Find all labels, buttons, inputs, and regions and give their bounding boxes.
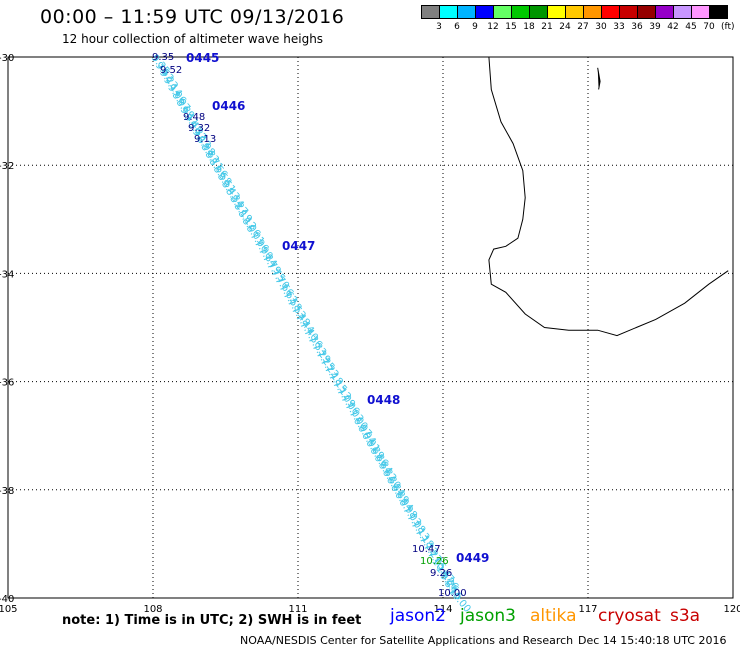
note-text: note: 1) Time is in UTC; 2) SWH is in fe… (62, 613, 362, 628)
y-tick-label: -40 (0, 594, 14, 605)
legend-unit: (ft) (721, 22, 735, 32)
legend-swatch (709, 5, 728, 19)
legend-label: 12 (487, 22, 499, 32)
time-label: 0448 (367, 393, 400, 407)
legend-label: 36 (631, 22, 643, 32)
sat-jason2: jason2 (390, 606, 446, 626)
labeled-point: 10.47 (412, 544, 441, 555)
time-label: 0445 (186, 51, 219, 65)
australia-coastline (488, 56, 729, 337)
y-tick-label: -34 (0, 269, 14, 280)
legend-label: 15 (505, 22, 517, 32)
legend-label: 27 (577, 22, 589, 32)
legend-label: 42 (667, 22, 679, 32)
y-tick-label: -38 (0, 486, 14, 497)
sat-s3a: s3a (670, 606, 701, 626)
legend-label: 18 (523, 22, 535, 32)
credit-text: NOAA/NESDIS Center for Satellite Applica… (240, 634, 574, 647)
y-tick-label: -32 (0, 161, 14, 172)
labeled-point: 9.13 (194, 134, 216, 145)
island-path (597, 67, 601, 90)
map-subtitle: 12 hour collection of altimeter wave hei… (62, 32, 324, 46)
time-label: 0447 (282, 239, 315, 253)
y-tick-label: -36 (0, 378, 14, 389)
legend-label: 3 (436, 22, 442, 32)
timestamp-text: Dec 14 15:40:18 UTC 2016 (578, 634, 727, 647)
map-title: 00:00 – 11:59 UTC 09/13/2016 (40, 6, 345, 28)
x-tick-label: 120 (723, 604, 740, 615)
legend-label: 6 (454, 22, 460, 32)
x-tick-label: 114 (433, 604, 452, 615)
map-frame (7, 56, 734, 599)
labeled-point: 9.26 (430, 568, 452, 579)
labeled-point: 10.26 (420, 556, 449, 567)
coastline-path (488, 56, 729, 337)
color-legend: 3 6 9 12 15 18 21 24 27 30 33 36 39 42 45 70 (ft) (421, 5, 735, 45)
labeled-point: 9.52 (160, 65, 182, 76)
legend-label: 33 (613, 22, 625, 32)
x-tick-label: 108 (143, 604, 162, 615)
time-label: 0449 (456, 551, 489, 565)
legend-label: 39 (649, 22, 661, 32)
legend-label: 24 (559, 22, 571, 32)
labeled-point: 9.48 (183, 112, 205, 123)
sat-cryosat: cryosat (598, 606, 661, 626)
labeled-point: 9.35 (152, 52, 174, 63)
sat-jason3: jason3 (460, 606, 516, 626)
legend-label: 21 (541, 22, 553, 32)
labeled-point: 10.00 (438, 588, 467, 599)
sat-altika: altika (530, 606, 577, 626)
labeled-point: 9.32 (188, 123, 210, 134)
map-border (7, 56, 734, 599)
x-tick-label: 111 (288, 604, 307, 615)
x-tick-label: 117 (578, 604, 597, 615)
y-tick-label: -30 (0, 53, 14, 64)
time-labels: 0445 0446 0447 0448 0449 (186, 51, 489, 565)
legend-label: 9 (472, 22, 478, 32)
map-grid (7, 56, 734, 599)
legend-label: 70 (703, 22, 715, 32)
x-tick-label: 105 (0, 604, 18, 615)
legend-label: 30 (595, 22, 607, 32)
time-label: 0446 (212, 99, 245, 113)
axis-ticks: 105 108 111 114 117 120 -30 -32 -34 -36 -38 -40 (0, 53, 740, 615)
legend-label: 45 (685, 22, 697, 32)
